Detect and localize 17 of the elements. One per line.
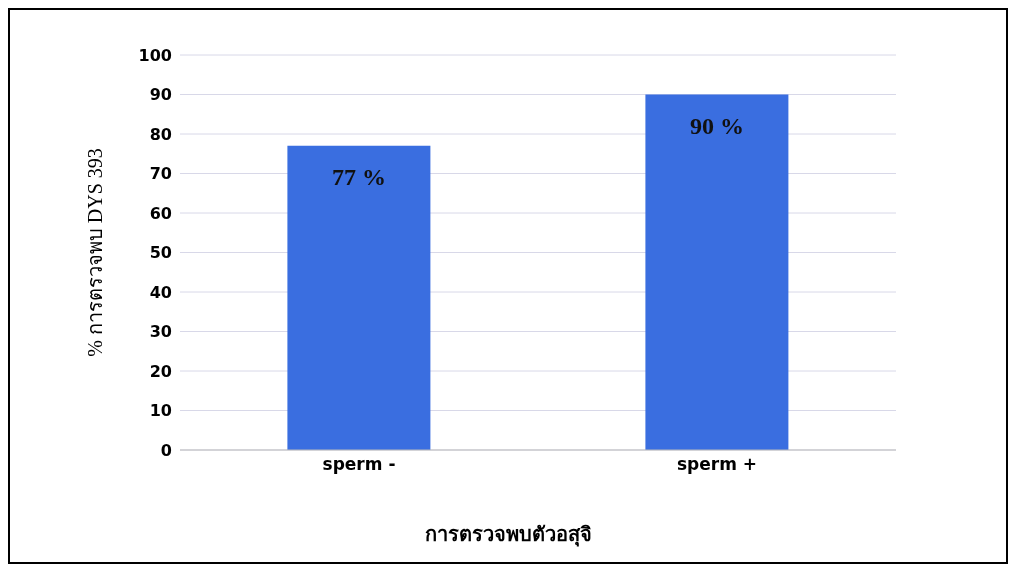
y-tick-label: 80 (149, 124, 172, 144)
data-label: 90 % (689, 112, 744, 139)
x-tick-label: sperm + (676, 454, 758, 475)
y-tick-label: 0 (160, 440, 172, 460)
y-tick-label: 70 (149, 164, 172, 184)
x-tick-label: sperm - (322, 454, 396, 475)
y-axis-title: % การตรวจพบ DYS 393 (84, 148, 107, 357)
y-tick-label: 10 (149, 401, 172, 421)
y-tick-label: 20 (149, 361, 172, 381)
y-tick-label: 60 (149, 203, 172, 223)
y-tick-label: 30 (149, 322, 172, 342)
y-tick-label: 50 (149, 243, 172, 263)
x-axis-title: การตรวจพบตัวอสุจิ (423, 521, 593, 549)
data-label: 77 % (331, 163, 386, 190)
y-tick-label: 90 (149, 85, 172, 105)
y-tick-label: 100 (138, 45, 172, 65)
y-tick-label: 40 (149, 282, 172, 302)
